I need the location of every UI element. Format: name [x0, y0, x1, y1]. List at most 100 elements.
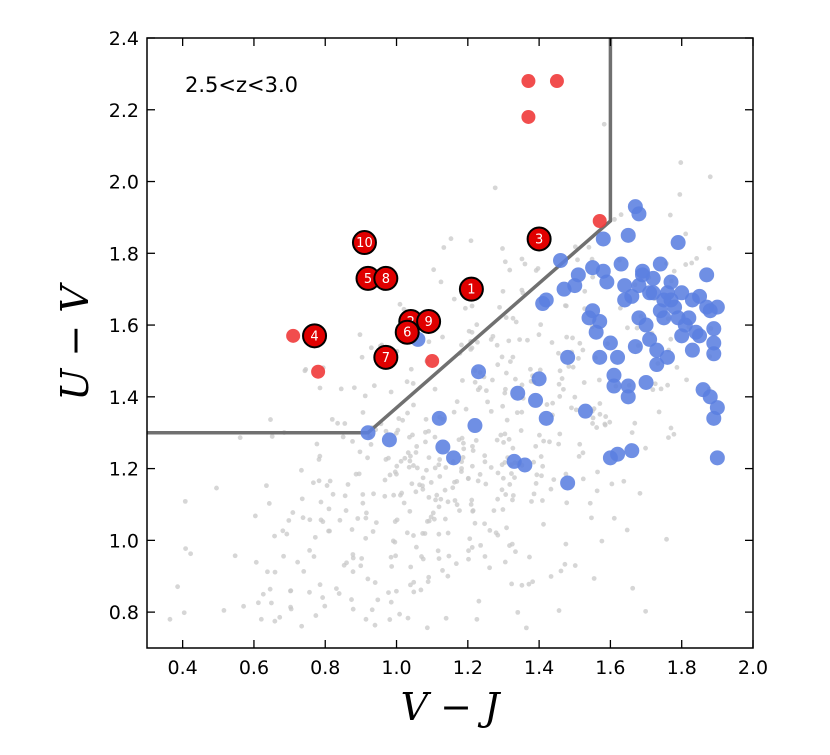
- background-point: [475, 339, 480, 345]
- background-point: [482, 554, 488, 559]
- background-point: [519, 382, 525, 388]
- background-point: [299, 467, 304, 473]
- background-point: [341, 562, 347, 568]
- blue-point: [538, 410, 554, 426]
- blue-point: [620, 227, 636, 243]
- background-point: [405, 450, 411, 456]
- background-point: [580, 476, 586, 482]
- background-point: [667, 212, 673, 218]
- red-point: [592, 214, 607, 228]
- background-point: [674, 364, 680, 370]
- numbered-point-label: 4: [310, 329, 318, 344]
- background-point: [357, 449, 363, 455]
- background-point: [472, 520, 478, 526]
- background-point: [580, 347, 586, 353]
- blue-point: [652, 256, 668, 272]
- numbered-point-4: 4: [302, 323, 328, 349]
- blue-point: [553, 252, 569, 268]
- background-point: [317, 582, 323, 588]
- background-point: [351, 385, 357, 391]
- numbered-point-6: 6: [394, 319, 420, 345]
- background-point: [382, 493, 388, 499]
- x-tick-label: 1.8: [667, 657, 697, 679]
- background-point: [445, 530, 451, 536]
- background-point: [303, 367, 309, 372]
- background-point: [272, 533, 277, 539]
- red-galaxy-points: [286, 74, 607, 379]
- background-point: [357, 332, 363, 338]
- blue-point: [631, 206, 647, 222]
- background-point: [364, 510, 369, 516]
- background-point: [446, 553, 452, 559]
- background-point: [550, 400, 556, 406]
- background-point: [391, 492, 397, 498]
- background-point: [594, 425, 600, 430]
- y-tick-label: 2.0: [109, 172, 139, 194]
- background-point: [312, 534, 318, 540]
- background-point: [512, 475, 517, 480]
- y-tick-label: 2.2: [109, 100, 139, 122]
- background-point: [264, 483, 269, 489]
- background-point: [316, 478, 322, 484]
- background-point: [577, 441, 583, 447]
- background-point: [507, 543, 512, 548]
- numbered-point-marker: [373, 344, 399, 370]
- background-point: [500, 475, 506, 481]
- background-point: [563, 541, 569, 547]
- background-point: [424, 467, 429, 473]
- background-point: [280, 528, 286, 534]
- blue-point: [528, 392, 544, 408]
- background-point: [432, 434, 438, 440]
- background-point: [459, 342, 464, 348]
- background-point: [454, 502, 460, 508]
- background-point: [408, 366, 414, 372]
- blue-point: [606, 367, 622, 383]
- background-point: [541, 438, 547, 444]
- background-point: [561, 386, 566, 392]
- background-point: [448, 236, 454, 242]
- background-point: [426, 518, 432, 524]
- background-point: [436, 462, 442, 468]
- background-point: [472, 379, 478, 385]
- red-point: [311, 364, 326, 379]
- background-point: [581, 380, 587, 385]
- background-point: [334, 586, 339, 591]
- background-point: [534, 472, 540, 478]
- background-point: [272, 618, 278, 624]
- background-point: [301, 568, 307, 574]
- blue-point: [471, 364, 487, 380]
- red-point: [549, 74, 564, 89]
- x-tick-label: 0.8: [310, 657, 340, 679]
- background-point: [442, 487, 448, 493]
- blue-point: [606, 378, 622, 394]
- background-point: [510, 445, 516, 451]
- blue-point: [706, 346, 722, 362]
- background-point: [477, 472, 483, 477]
- background-point: [470, 448, 476, 454]
- background-point: [307, 517, 313, 523]
- background-point: [525, 337, 530, 343]
- background-point: [424, 625, 430, 631]
- background-point: [436, 556, 442, 561]
- background-point: [327, 478, 333, 484]
- background-point: [547, 439, 552, 445]
- background-point: [437, 474, 443, 479]
- background-point: [383, 457, 389, 462]
- background-point: [624, 527, 630, 533]
- background-point: [241, 603, 246, 609]
- background-point: [462, 305, 468, 311]
- blue-point: [624, 443, 640, 459]
- y-tick-label: 2.4: [109, 28, 139, 50]
- background-point: [402, 455, 408, 461]
- background-point: [503, 370, 509, 376]
- background-point: [404, 530, 410, 536]
- background-point: [548, 486, 554, 492]
- background-point: [350, 552, 356, 557]
- background-point: [353, 471, 359, 477]
- background-point: [504, 525, 509, 531]
- background-point: [658, 386, 664, 392]
- x-axis-ticks: 0.4 0.6 0.8 1.0 1.2 1.4 1.6 1.8 2.0: [168, 38, 768, 679]
- background-point: [519, 582, 525, 588]
- red-point: [521, 109, 536, 124]
- background-point: [435, 548, 441, 554]
